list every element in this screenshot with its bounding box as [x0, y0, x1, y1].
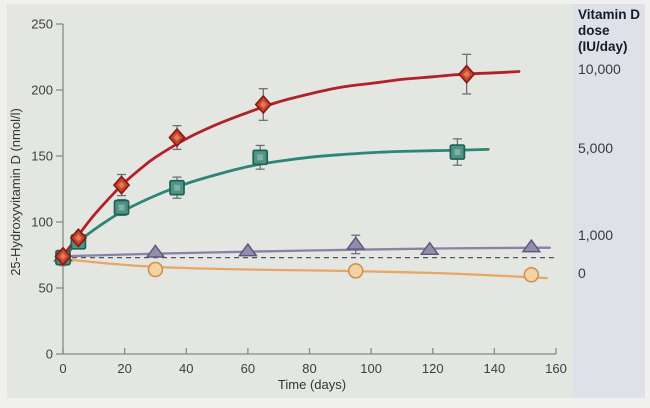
x-tick-label: 140: [484, 361, 506, 376]
marker-triangle-1000: [237, 242, 258, 257]
legend-header-line1: Vitamin D: [578, 7, 640, 22]
legend-header-line3: (IU/day): [578, 39, 628, 54]
marker-circle-0: [147, 261, 164, 278]
triangle-shape: [419, 241, 440, 256]
legend-dose-1000: 1,000: [578, 227, 613, 243]
marker-diamond-10000: [54, 246, 72, 267]
diamond-highlight: [173, 133, 181, 142]
x-tick-label: 40: [179, 361, 193, 376]
square-highlight: [454, 149, 461, 155]
square-highlight: [118, 204, 125, 211]
triangle-shape: [521, 238, 542, 253]
legend-sidebar: [573, 4, 645, 398]
marker-square-5000: [169, 179, 185, 196]
marker-diamond-10000: [254, 94, 272, 115]
x-tick-label: 80: [302, 361, 316, 376]
y-tick-label: 200: [31, 83, 53, 98]
diamond-highlight: [260, 100, 267, 109]
marker-diamond-10000: [168, 127, 186, 148]
x-tick-label: 100: [360, 361, 382, 376]
marker-square-5000: [449, 144, 466, 160]
axes: 0 50 100 150 200 250 0 20 40 60 80 100 120 140 160: [31, 17, 567, 377]
triangle-shape: [345, 236, 366, 250]
plot-area: 0 50 100 150 200 250 0 20 40 60 80 100 120 140 160: [31, 17, 567, 377]
marker-triangle-1000: [419, 241, 440, 256]
circle-shape: [147, 261, 164, 278]
x-tick-label: 160: [545, 361, 567, 376]
x-tick-label: 0: [59, 361, 66, 376]
triangle-shape: [145, 244, 166, 258]
x-tick-label: 20: [117, 361, 131, 376]
diamond-highlight: [59, 252, 67, 260]
marker-diamond-10000: [69, 228, 88, 248]
y-tick-label: 250: [31, 17, 53, 32]
circle-shape: [347, 263, 364, 279]
legend: Vitamin D dose (IU/day) 10,000 5,000 1,0…: [578, 7, 640, 281]
square-highlight: [257, 154, 264, 161]
x-tick-label: 60: [241, 361, 255, 376]
marker-square-5000: [113, 199, 130, 216]
legend-header-line2: dose: [578, 23, 610, 38]
y-tick-label: 0: [46, 347, 53, 362]
triangle-shape: [237, 242, 258, 257]
y-axis-title: 25-Hydroxyvitamin D (nmol/l): [8, 108, 23, 276]
marker-triangle-1000: [345, 236, 366, 250]
marker-triangle-1000: [521, 238, 542, 253]
trend-line-10000: [61, 70, 521, 258]
diamond-highlight: [463, 70, 470, 78]
marker-square-5000: [252, 149, 269, 166]
marker-circle-0: [347, 263, 364, 279]
y-tick-label: 150: [31, 149, 53, 164]
trend-line-5000: [61, 148, 490, 259]
legend-dose-5000: 5,000: [578, 140, 613, 156]
trend-line-0: [61, 257, 548, 280]
diamond-highlight: [75, 234, 82, 242]
legend-dose-0: 0: [578, 265, 586, 281]
x-tick-label: 120: [422, 361, 444, 376]
x-axis-title: Time (days): [278, 377, 346, 392]
marker-diamond-10000: [458, 64, 476, 84]
marker-diamond-10000: [112, 175, 131, 195]
marker-circle-0: [523, 267, 540, 283]
chart-panel: [7, 4, 573, 398]
y-tick-label: 100: [31, 215, 53, 230]
marker-triangle-1000: [145, 244, 166, 258]
circle-shape: [523, 267, 540, 283]
square-highlight: [174, 184, 180, 191]
y-tick-label: 50: [39, 281, 53, 296]
legend-dose-10000: 10,000: [578, 61, 621, 77]
diamond-highlight: [118, 181, 125, 189]
